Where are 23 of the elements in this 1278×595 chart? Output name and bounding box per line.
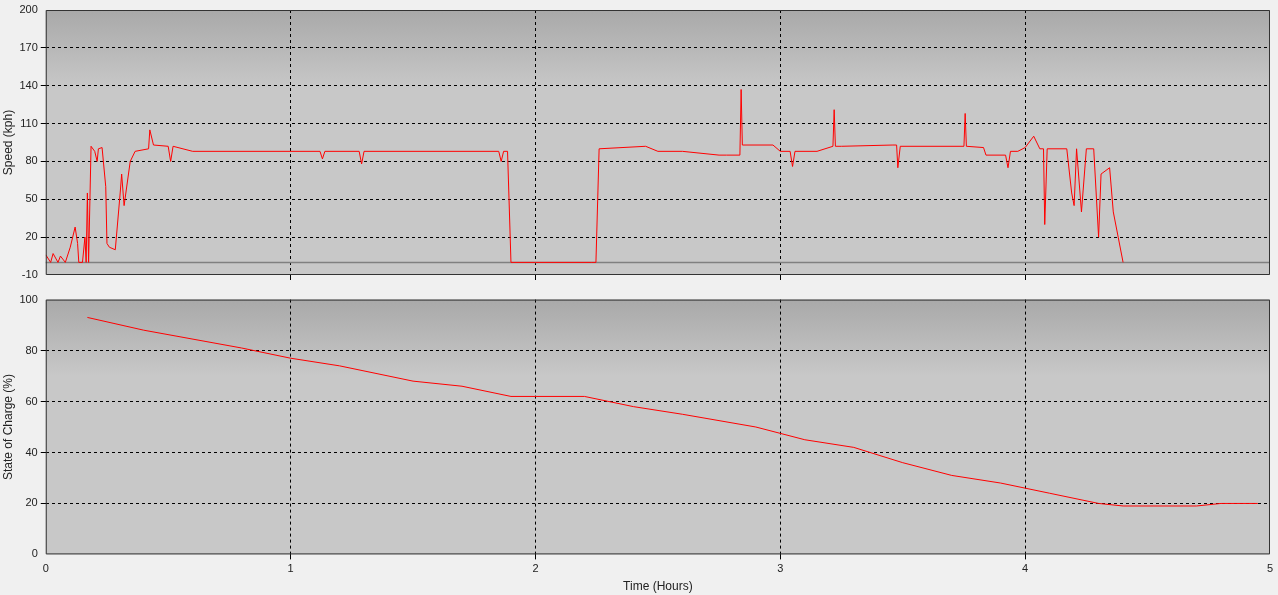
- y-tick-label: 80: [25, 343, 38, 356]
- y-axis-title: Speed (kph): [0, 109, 15, 176]
- x-tick-label: 0: [42, 562, 49, 575]
- x-tick-label: 3: [777, 562, 784, 575]
- y-tick-label: 20: [25, 230, 38, 243]
- x-tick-label: 4: [1022, 562, 1029, 575]
- y-tick-label: 100: [19, 292, 38, 305]
- x-tick-label: 1: [287, 562, 294, 575]
- y-tick-label: 110: [20, 116, 38, 129]
- y-tick-label: 60: [25, 394, 38, 407]
- x-tick-label: 2: [532, 562, 539, 575]
- y-tick-label: 170: [19, 40, 38, 53]
- y-tick-label: 140: [19, 78, 38, 91]
- y-tick-label: -10: [21, 268, 38, 281]
- y-tick-label: 40: [25, 445, 38, 458]
- y-tick-label: 200: [19, 3, 38, 16]
- x-tick-label: 5: [1266, 562, 1274, 575]
- y-tick-label: 80: [25, 154, 38, 167]
- y-tick-label: 50: [25, 192, 38, 205]
- y-tick-label: 0: [31, 547, 38, 560]
- x-axis-title: Time (Hours): [623, 579, 693, 594]
- y-tick-label: 20: [25, 496, 38, 509]
- y-axis-title: State of Charge (%): [0, 373, 15, 481]
